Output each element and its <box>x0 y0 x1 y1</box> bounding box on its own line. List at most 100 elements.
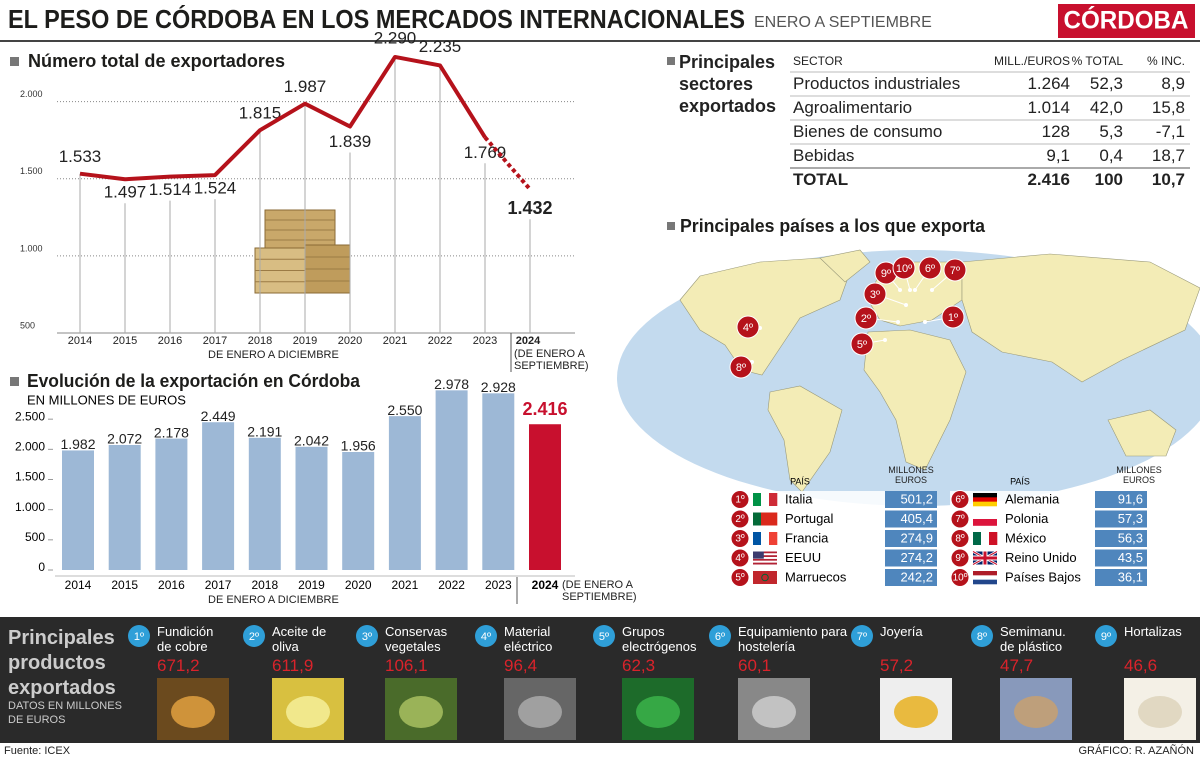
table-header: % INC. <box>1146 54 1185 68</box>
list-header: MILLONES EUROS <box>1116 465 1162 485</box>
land <box>679 257 851 376</box>
products-title: Principales productos exportados <box>8 627 116 699</box>
flag <box>973 493 997 498</box>
bullet <box>667 57 675 65</box>
product-value: 611,9 <box>272 656 314 675</box>
rank-badge <box>730 548 750 568</box>
rank-label: 5º <box>735 573 745 584</box>
table-header: % TOTAL <box>1071 54 1123 68</box>
country-name: Alemania <box>1005 491 1060 506</box>
flag <box>769 493 778 506</box>
value-label: 1.982 <box>60 436 95 452</box>
rank-badge <box>475 625 497 647</box>
rank-badge <box>243 625 265 647</box>
rank-badge <box>356 625 378 647</box>
x-tick-label: 2024 <box>532 578 559 592</box>
flag <box>989 532 998 545</box>
land <box>863 329 967 471</box>
chart-title: Número total de exportadores <box>28 51 285 71</box>
product-name: Conservas vegetales <box>385 624 448 654</box>
value-box <box>1095 549 1147 567</box>
map-marker <box>941 305 965 329</box>
value-box <box>885 491 937 508</box>
value-label: 1.815 <box>239 104 282 123</box>
country-value: 56,3 <box>1118 530 1143 545</box>
table-cell: Bienes de consumo <box>793 122 943 141</box>
table-cell: Bebidas <box>793 146 855 165</box>
flag <box>981 532 990 545</box>
country-value: 274,2 <box>900 550 933 565</box>
product-name: Aceite de oliva <box>272 624 327 654</box>
x-tick-label: 2023 <box>473 335 497 347</box>
table-title: Principales sectores exportados <box>679 52 777 116</box>
land <box>819 249 871 283</box>
x-tick-label: 2015 <box>111 578 138 592</box>
marker-point <box>923 320 927 324</box>
list-row <box>730 491 935 508</box>
table-cell: 8,9 <box>1161 74 1185 93</box>
marker-point <box>896 320 900 324</box>
product-photo-detail <box>171 696 215 728</box>
table-cell: -7,1 <box>1155 122 1185 141</box>
country-name: Polonia <box>1005 511 1049 526</box>
x-note: DE ENERO A DICIEMBRE <box>208 594 339 606</box>
marker-label: 2º <box>861 313 871 325</box>
marker-label: 7º <box>950 265 960 277</box>
product-value: 60,1 <box>738 656 772 675</box>
product-value: 62,3 <box>622 656 656 675</box>
product-name: Fundición de cobre <box>157 624 214 654</box>
products-subtitle: DATOS EN MILLONES DE EUROS <box>8 700 122 726</box>
product-photo-detail <box>1014 696 1058 728</box>
rank-label: 7º <box>857 631 867 643</box>
list-row <box>730 510 935 528</box>
value-label: 1.524 <box>194 179 237 198</box>
flag <box>973 512 997 520</box>
marker-label: 10º <box>896 263 912 275</box>
list-header: PAÍS <box>790 476 810 486</box>
map-marker <box>863 282 887 306</box>
flag <box>769 532 778 545</box>
table-cell: TOTAL <box>793 170 849 189</box>
rank-label: 5º <box>599 631 609 643</box>
value-label: 1.987 <box>284 77 327 96</box>
rank-label: 9º <box>955 553 965 564</box>
bullet <box>667 222 675 230</box>
rank-badge <box>128 625 150 647</box>
footer-credit: GRÁFICO: R. AZAÑÓN <box>1078 745 1194 757</box>
product-photo-detail <box>752 696 796 728</box>
x-tick-label: 2020 <box>345 578 372 592</box>
flag <box>973 579 997 585</box>
flag <box>761 493 770 506</box>
value-label: 1.956 <box>341 438 376 454</box>
product-photo-detail <box>1138 696 1182 728</box>
table-cell: 1.014 <box>1027 98 1070 117</box>
product-photo-detail <box>636 696 680 728</box>
list-row <box>730 569 935 586</box>
page-subtitle: ENERO A SEPTIEMBRE <box>754 14 932 31</box>
country-value: 91,6 <box>1118 491 1143 506</box>
rank-label: 4º <box>481 631 491 643</box>
country-value: 43,5 <box>1118 550 1143 565</box>
marker-point <box>898 288 902 292</box>
product-value: 106,1 <box>385 656 428 675</box>
rank-label: 2º <box>249 631 259 643</box>
map-marker <box>892 256 916 280</box>
bar <box>435 390 468 570</box>
value-label: 2.416 <box>522 399 567 419</box>
value-box <box>885 569 937 586</box>
flag <box>769 512 778 526</box>
bar <box>202 422 235 570</box>
table-cell: 18,7 <box>1151 146 1185 165</box>
table-cell: 5,3 <box>1099 122 1123 141</box>
value-label: 2.449 <box>201 408 236 424</box>
country-name: Italia <box>785 491 813 506</box>
value-box <box>1095 510 1147 528</box>
country-name: Francia <box>785 530 829 545</box>
country-value: 242,2 <box>900 569 933 584</box>
map-marker <box>736 315 760 339</box>
value-label: 2.978 <box>434 376 469 392</box>
value-label: 2.235 <box>419 37 462 56</box>
product-name: Semimanu. de plástico <box>1000 624 1066 654</box>
rank-badge <box>950 529 970 548</box>
